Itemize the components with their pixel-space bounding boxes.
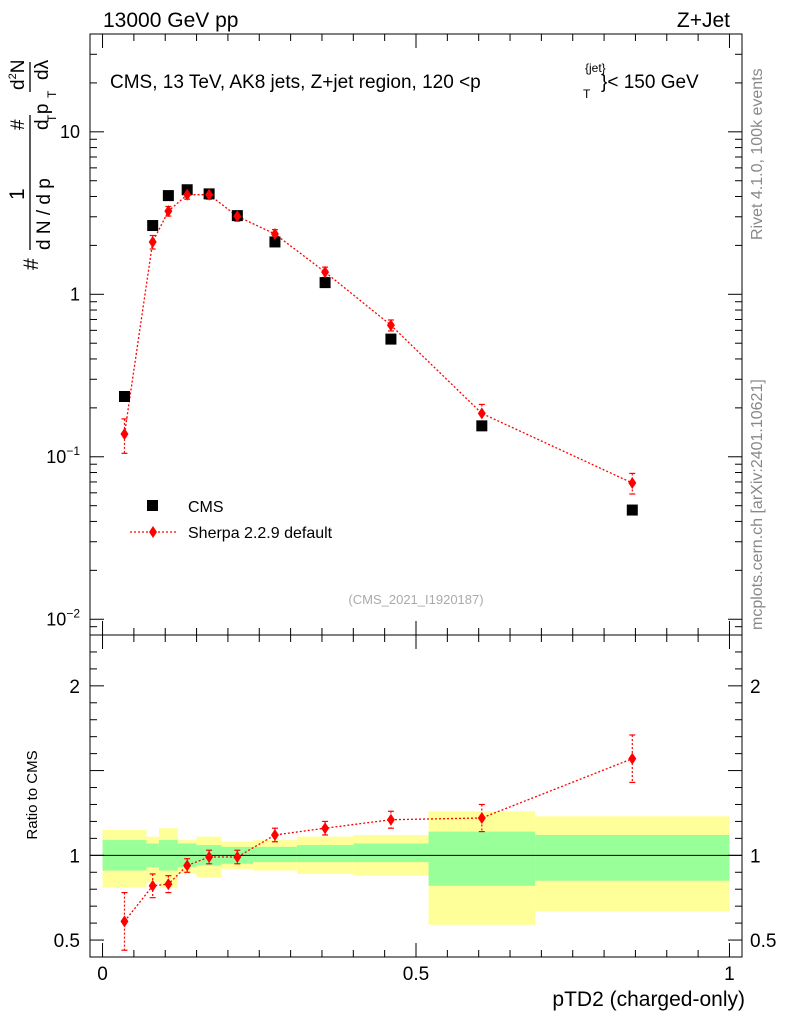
ylabel-denominator: d N / d p (34, 178, 55, 250)
ratio-band-green (428, 831, 536, 886)
legend: CMS Sherpa 2.2.9 default (130, 499, 333, 542)
main-y-ticks (90, 33, 742, 636)
ylabel-dp: d p (32, 104, 53, 130)
sherpa-data-point (148, 235, 157, 248)
ratio-y-tick-label-right: 1 (750, 846, 761, 867)
ratio-y-tick-label-right: 0.5 (750, 931, 776, 952)
ratio-y-tick-label-left: 2 (69, 677, 80, 698)
ratio-data-point (270, 828, 279, 841)
main-y-tick-label: 10−2 (46, 606, 80, 629)
ylabel-dp-sub: T (45, 90, 59, 98)
main-frame (89, 33, 743, 636)
main-y-axis-label: # 1 d N / d p T # d p T d2N dλ (6, 59, 59, 270)
title-superscript: {jet} (585, 61, 606, 75)
main-y-tick-label: 10 (60, 122, 80, 142)
process-label: Z+Jet (677, 9, 730, 32)
ylabel-d2: d2N (7, 60, 29, 90)
sherpa-data-point (477, 407, 486, 420)
ratio-y-tick-label-left: 0.5 (54, 931, 80, 952)
ratio-band-green (535, 834, 730, 881)
title-tail: }< 150 GeV (601, 72, 699, 93)
sherpa-data-point (270, 228, 279, 241)
main-y-tick-labels: 10 1 10−1 10−2 (46, 122, 80, 629)
cms-data-point (626, 504, 638, 516)
sherpa-data-point (164, 205, 173, 218)
sherpa-data-point (183, 188, 192, 201)
main-y-tick-label: 10−1 (46, 444, 80, 467)
cms-data-point (476, 420, 488, 432)
ratio-data-point (164, 878, 173, 891)
cms-data-point (269, 236, 281, 248)
ratio-data-point (321, 822, 330, 835)
cms-data-point (118, 390, 130, 402)
legend-cms-marker (147, 500, 158, 511)
main-data-layer (118, 184, 638, 516)
cms-data-point (385, 333, 397, 345)
x-tick-label: 1 (724, 964, 735, 985)
x-tick-label: 0.5 (403, 964, 429, 985)
legend-sherpa-label: Sherpa 2.2.9 default (188, 525, 333, 542)
sherpa-data-point (321, 266, 330, 279)
ratio-panel: 0.5 0.5 1 1 2 2 0 0.5 1 Ratio to CMS pTD2 (charg… (24, 634, 777, 1011)
sherpa-data-point (205, 188, 214, 201)
sherpa-data-point (628, 476, 637, 489)
main-y-tick-label: 1 (70, 284, 80, 304)
ratio-data-point (205, 851, 214, 864)
ratio-band-green (296, 845, 354, 863)
ratio-data-point (183, 859, 192, 872)
chart-title: CMS, 13 TeV, AK8 jets, Z+jet region, 120… (110, 72, 481, 93)
cms-data-point (162, 190, 174, 202)
ratio-band-green (253, 846, 297, 863)
ylabel-den-sub: T (45, 114, 59, 122)
sherpa-data-point (120, 428, 129, 441)
main-panel: 10 1 10−1 10−2 CMS, 13 TeV, AK8 jets, Z+jet… (46, 33, 743, 636)
ratio-y-axis-label: Ratio to CMS (24, 750, 41, 839)
ylabel-hash-big: # (20, 258, 43, 270)
ylabel-one: 1 (6, 188, 29, 200)
ratio-data-point (233, 851, 242, 864)
ratio-data-point (477, 812, 486, 825)
ratio-data-point (148, 879, 157, 892)
ylabel-dlambda: dλ (32, 59, 53, 80)
sherpa-line (123, 194, 633, 484)
ratio-tick-labels: 0.5 0.5 1 1 2 2 0 0.5 1 (54, 677, 777, 985)
ratio-frame (89, 634, 743, 958)
legend-sherpa-marker (149, 526, 157, 538)
legend-cms-label: CMS (188, 499, 224, 516)
title-subscript: T (583, 87, 591, 101)
ylabel-hash-mid: # (8, 119, 29, 130)
analysis-watermark: (CMS_2021_I1920187) (348, 592, 483, 607)
mcplots-label: mcplots.cern.ch [arXiv:2401.10621] (749, 379, 766, 630)
ratio-y-tick-label-right: 2 (750, 677, 761, 698)
cms-data-point (319, 277, 331, 289)
main-x-ticks (102, 34, 730, 635)
ratio-band-green (353, 843, 429, 863)
x-tick-label: 0 (97, 964, 108, 985)
sherpa-data-point (386, 319, 395, 332)
x-axis-label: pTD2 (charged-only) (552, 988, 745, 1011)
ratio-y-tick-label-left: 1 (69, 846, 80, 867)
ratio-data-layer (120, 734, 637, 951)
ratio-data-point (386, 813, 395, 826)
ratio-x-ticks (102, 635, 730, 957)
energy-label: 13000 GeV pp (103, 9, 238, 32)
ratio-data-point (628, 752, 637, 765)
ratio-data-point (120, 915, 129, 928)
ratio-uncertainty-bands (102, 811, 730, 925)
cms-data-point (147, 220, 159, 232)
rivet-version-label: Rivet 4.1.0, 100k events (749, 68, 766, 240)
sherpa-data-point (233, 210, 242, 223)
